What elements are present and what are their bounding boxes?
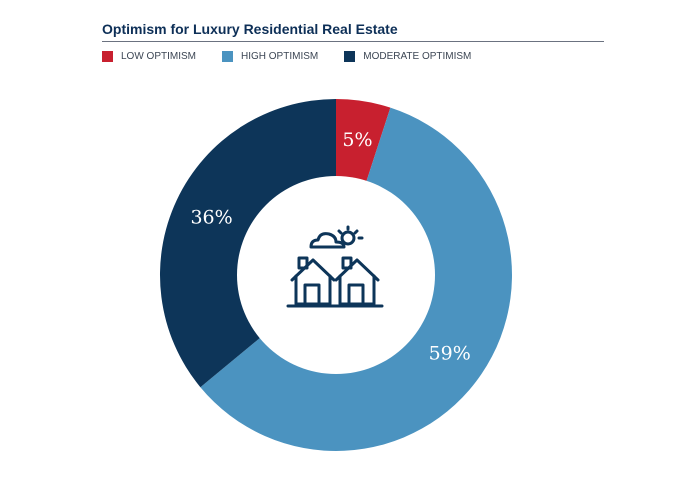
- legend-item-moderate: MODERATE OPTIMISM: [344, 51, 471, 62]
- legend-label-moderate: MODERATE OPTIMISM: [363, 51, 472, 62]
- houses-with-cloud-and-sun-icon: [286, 225, 384, 308]
- legend-label-low: LOW OPTIMISM: [121, 51, 196, 62]
- slice-label-high-optimism: 59%: [429, 342, 471, 364]
- chart-legend: LOW OPTIMISM HIGH OPTIMISM MODERATE OPTI…: [102, 51, 497, 62]
- title-divider: [102, 41, 604, 42]
- chart-title: Optimism for Luxury Residential Real Est…: [102, 21, 398, 37]
- legend-label-high: HIGH OPTIMISM: [241, 51, 319, 62]
- legend-swatch-moderate: [344, 51, 356, 62]
- slice-label-low-optimism: 5%: [342, 129, 372, 151]
- legend-item-low: LOW OPTIMISM: [102, 51, 196, 62]
- legend-swatch-high: [222, 51, 233, 62]
- legend-swatch-low: [102, 51, 113, 62]
- slice-label-moderate-optimism: 36%: [190, 207, 232, 229]
- slice-labels: 5% 59% 36%: [190, 129, 470, 364]
- donut-hole: [237, 176, 435, 374]
- legend-item-high: HIGH OPTIMISM: [222, 51, 318, 62]
